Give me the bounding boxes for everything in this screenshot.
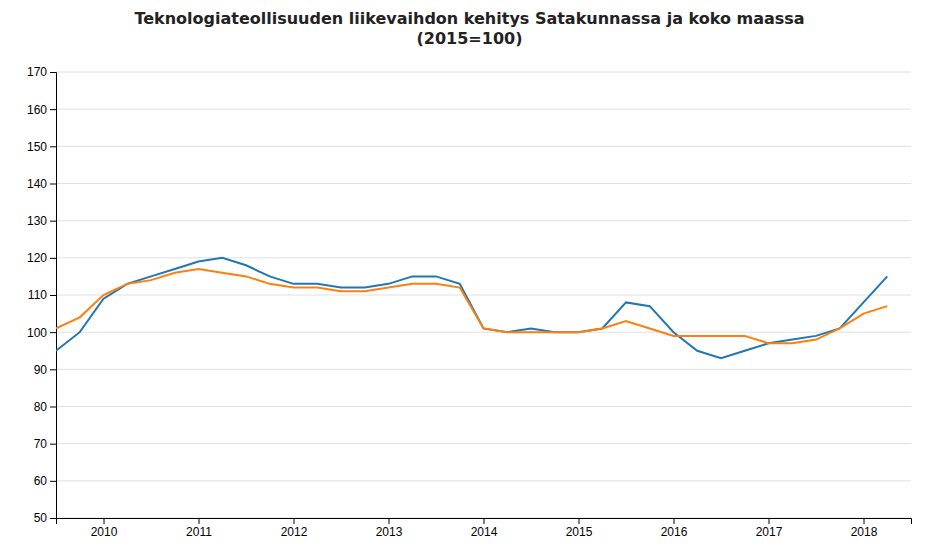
y-tick-label: 150	[27, 140, 47, 154]
y-tick: 80	[34, 400, 56, 414]
y-tick-mark	[50, 146, 56, 147]
grid-line	[56, 183, 911, 184]
y-tick-label: 90	[34, 363, 48, 377]
x-tick-mark	[864, 518, 865, 524]
x-axis: 2010 2011 2012 2013 2014 2015 2016 2017 2018	[57, 518, 912, 539]
grid-line	[56, 109, 911, 110]
y-tick-mark	[50, 258, 56, 259]
grid-line	[56, 480, 911, 481]
y-tick-label: 140	[27, 177, 47, 191]
x-tick-label: 2011	[186, 525, 212, 539]
grid-line	[56, 406, 911, 407]
x-tick: 2016	[661, 518, 688, 539]
y-tick-label: 110	[28, 288, 47, 302]
y-tick-mark	[50, 444, 56, 445]
y-tick-label: 70	[34, 437, 48, 451]
grid-line	[56, 72, 911, 73]
y-tick-mark	[50, 369, 56, 370]
grid-line	[56, 369, 911, 370]
grid	[56, 72, 911, 518]
y-tick-label: 170	[27, 65, 47, 79]
title: Teknologiateollisuuden liikevaihdon kehi…	[134, 9, 804, 48]
y-tick-label: 120	[27, 251, 47, 265]
grid-line	[56, 443, 911, 444]
grid-line	[56, 220, 911, 221]
x-tick: 2011	[186, 518, 212, 539]
y-tick-mark	[50, 481, 56, 482]
x-tick: 2015	[566, 518, 593, 539]
grid-line	[56, 257, 911, 258]
x-tick-label: 2014	[471, 525, 498, 539]
title-line: (2015=100)	[417, 29, 523, 48]
y-axis: 50 60 70 80 90 100 110 120 130 140 150 160 170	[27, 65, 57, 525]
y-tick-label: 80	[34, 400, 48, 414]
y-tick-label: 100	[27, 326, 47, 340]
series-line	[56, 269, 887, 343]
y-tick-label: 50	[34, 511, 48, 525]
y-tick: 170	[27, 65, 56, 79]
y-tick: 100	[27, 326, 56, 340]
y-tick: 150	[27, 140, 56, 154]
y-tick-label: 160	[27, 103, 47, 117]
y-tick-mark	[50, 221, 56, 222]
series-line	[56, 258, 887, 358]
y-tick: 160	[27, 103, 56, 117]
y-tick: 130	[27, 214, 56, 228]
y-tick: 120	[27, 251, 56, 265]
y-tick-mark	[50, 518, 56, 519]
y-tick: 140	[27, 177, 56, 191]
y-tick-mark	[50, 332, 56, 333]
x-tick-label: 2018	[851, 525, 878, 539]
x-tick-mark	[389, 518, 390, 524]
y-tick: 110	[28, 288, 56, 302]
x-tick-mark	[769, 518, 770, 524]
x-tick: 2012	[281, 518, 308, 539]
x-tick-mark	[484, 518, 485, 524]
grid-line	[56, 332, 911, 333]
title-line: Teknologiateollisuuden liikevaihdon kehi…	[134, 9, 804, 28]
x-tick-mark	[104, 518, 105, 524]
x-axis-line	[57, 519, 912, 525]
y-tick: 60	[34, 474, 56, 488]
y-tick-label: 60	[34, 474, 48, 488]
x-tick: 2017	[756, 518, 783, 539]
x-tick-mark	[199, 518, 200, 524]
x-tick: 2013	[376, 518, 403, 539]
plot: 2010 2011 2012 2013 2014 2015 2016 2017 2018 50 60…	[27, 65, 912, 538]
y-axis-line	[50, 73, 57, 519]
x-tick: 2018	[851, 518, 878, 539]
y-tick-mark	[50, 184, 56, 185]
grid-line	[56, 146, 911, 147]
chart: 2010 2011 2012 2013 2014 2015 2016 2017 2018 50 60…	[0, 0, 939, 558]
y-tick-mark	[50, 407, 56, 408]
y-tick-mark	[50, 109, 56, 110]
y-tick: 90	[34, 363, 56, 377]
x-tick-mark	[579, 518, 580, 524]
x-tick-mark	[294, 518, 295, 524]
y-tick: 50	[34, 511, 56, 525]
x-tick-label: 2010	[91, 525, 118, 539]
y-tick-mark	[50, 72, 56, 73]
x-tick-label: 2017	[756, 525, 783, 539]
x-tick: 2014	[471, 518, 498, 539]
lines	[56, 258, 887, 358]
x-tick-label: 2016	[661, 525, 688, 539]
x-tick-mark	[674, 518, 675, 524]
y-tick-mark	[50, 295, 56, 296]
x-tick-label: 2015	[566, 525, 593, 539]
x-tick-label: 2013	[376, 525, 403, 539]
x-tick: 2010	[91, 518, 118, 539]
x-tick-label: 2012	[281, 525, 308, 539]
y-tick: 70	[34, 437, 56, 451]
grid-line	[56, 295, 911, 296]
y-tick-label: 130	[27, 214, 47, 228]
